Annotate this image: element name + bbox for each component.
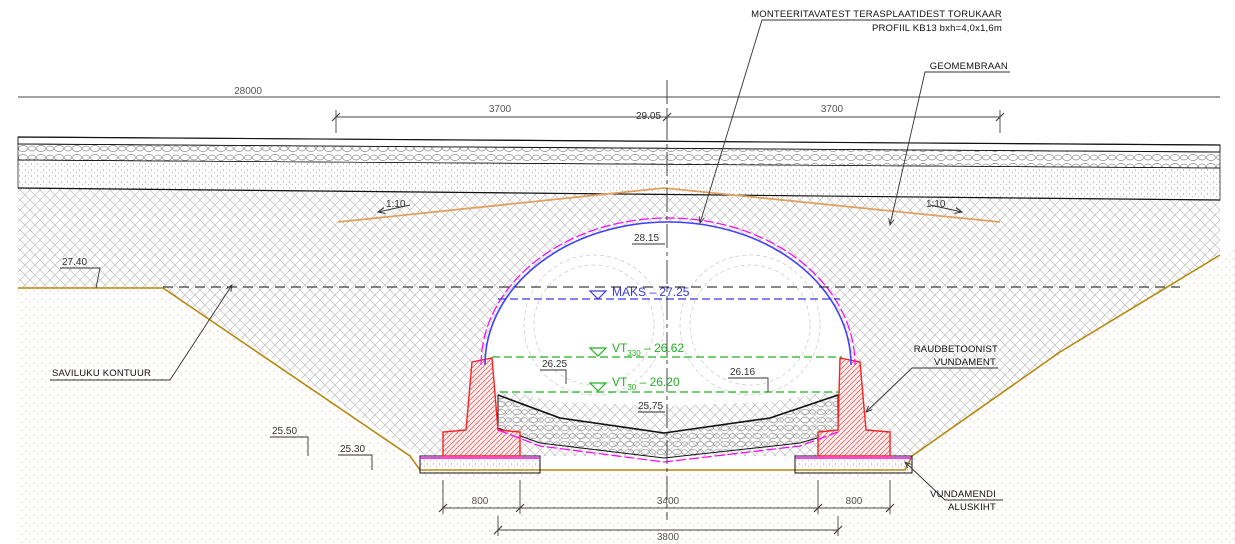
vt330-water-label: VT330 – 26.62: [612, 341, 684, 358]
level-invert: 25.75: [638, 401, 663, 412]
max-water-label: MAKS – 27.25: [612, 285, 690, 299]
subbase-label-line-1: VUNDAMENDI: [930, 489, 996, 500]
arch-membrane: [480, 217, 856, 366]
concrete-footing-right: [817, 357, 891, 457]
natural-soil: [18, 250, 1235, 544]
dim-span-inner: 3400: [657, 496, 680, 507]
max-water-triangle: [588, 290, 608, 300]
slope-right-label: 1:10: [926, 199, 946, 210]
foundation-label-line-2: VUNDAMENT: [934, 357, 996, 368]
slope-arrow-right: [929, 204, 962, 212]
dim-lane-left: 3700: [489, 104, 512, 115]
dim-lane-right: 3700: [821, 104, 844, 115]
dashed-pipe-outlines: [523, 254, 821, 396]
foundation-subbase: [419, 455, 913, 474]
level-ground: 27.40: [62, 257, 87, 268]
lower-membrane: [497, 429, 839, 463]
pavement-layers: [17, 136, 1221, 201]
level-footing-bottom: 25.30: [340, 444, 365, 455]
vt330-triangle: [588, 347, 608, 357]
culvert-title-line-1: MONTEERITAVATEST TERASPLAATIDEST TORUKAA…: [751, 9, 1002, 20]
dim-footing-right: 800: [846, 496, 863, 507]
vt30-triangle: [588, 382, 608, 392]
level-inner-left: 26.25: [542, 359, 567, 370]
dimension-ticks: [331, 112, 1005, 535]
vt30-water-label: VT30 – 26.20: [612, 375, 680, 392]
level-inner-right: 26.16: [730, 367, 755, 378]
geomembrane-label: GEOMEMBRAAN: [930, 61, 1008, 72]
level-arch-top: 28.15: [634, 233, 659, 244]
level-footing-top: 25.50: [272, 426, 297, 437]
geomembrane-line: [337, 187, 1001, 223]
leader-lines: [50, 19, 1010, 501]
excavation-label: SAVILUKU KONTUUR: [52, 368, 151, 379]
dim-footing-left: 800: [472, 496, 489, 507]
excavation-contour-line: [18, 254, 1221, 471]
level-road-crown: 29.05: [636, 111, 661, 122]
culvert-title-line-2: PROFIIL KB13 bxh=4,0x1,6m: [872, 23, 1002, 34]
culvert-interior: [485, 222, 851, 406]
level-marker-lines: [60, 243, 769, 470]
dim-span-outer: 3800: [657, 532, 680, 543]
foundation-label-line-1: RAUDBETOONIST: [914, 344, 998, 355]
slope-left-label: 1:10: [386, 199, 406, 210]
subbase-label-line-2: ALUSKIHT: [948, 502, 996, 513]
slope-arrow-left: [378, 204, 411, 212]
dim-total-width: 28000: [234, 86, 262, 97]
